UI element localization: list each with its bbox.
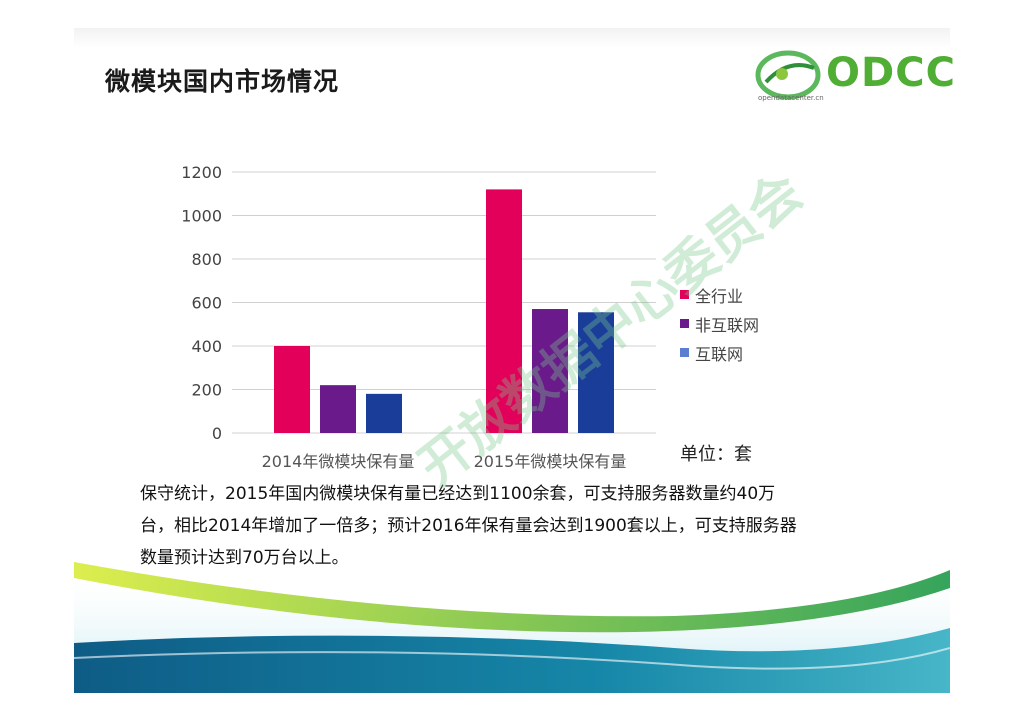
legend-label: 全行业 xyxy=(695,286,744,306)
y-tick-label: 600 xyxy=(191,294,222,313)
chart-legend: 全行业 非互联网 互联网 xyxy=(680,280,759,367)
x-tick-label: 2014年微模块保有量 xyxy=(262,452,415,471)
page-title: 微模块国内市场情况 xyxy=(105,67,340,96)
legend-swatch xyxy=(680,348,689,357)
legend-swatch xyxy=(680,290,689,299)
legend-swatch xyxy=(680,319,689,328)
logo-subtext: opendatacenter.cn xyxy=(758,94,824,102)
bar xyxy=(486,189,522,433)
y-tick-label: 0 xyxy=(212,424,222,443)
x-tick-label: 2015年微模块保有量 xyxy=(474,452,627,471)
decorative-wave xyxy=(74,562,950,693)
logo-text: ODCC xyxy=(826,50,956,96)
y-tick-label: 1200 xyxy=(181,163,222,182)
y-tick-label: 1000 xyxy=(181,207,222,226)
bar xyxy=(366,393,402,433)
legend-label: 互联网 xyxy=(695,344,744,364)
bar xyxy=(274,346,310,433)
y-tick-label: 800 xyxy=(191,250,222,269)
legend-item-all-industry: 全行业 xyxy=(680,280,759,309)
y-tick-label: 200 xyxy=(191,381,222,400)
paragraph-line: 台，相比2014年增加了一倍多；预计2016年保有量会达到1900套以上，可支持… xyxy=(140,516,797,536)
legend-item-internet: 互联网 xyxy=(680,338,759,367)
paragraph-line: 数量预计达到70万台以上。 xyxy=(140,548,349,568)
bar xyxy=(532,309,568,433)
paragraph-line: 保守统计，2015年国内微模块保有量已经达到1100余套，可支持服务器数量约40… xyxy=(140,484,776,504)
logo-emblem-icon xyxy=(755,50,821,100)
bar xyxy=(578,312,614,433)
bar xyxy=(320,385,356,433)
odcc-logo xyxy=(752,48,942,108)
unit-label: 单位：套 xyxy=(680,444,752,465)
y-tick-label: 400 xyxy=(191,337,222,356)
summary-paragraph: 保守统计，2015年国内微模块保有量已经达到1100余套，可支持服务器数量约40… xyxy=(140,478,900,574)
header-band xyxy=(74,28,950,48)
legend-item-non-internet: 非互联网 xyxy=(680,309,759,338)
legend-label: 非互联网 xyxy=(695,315,760,335)
